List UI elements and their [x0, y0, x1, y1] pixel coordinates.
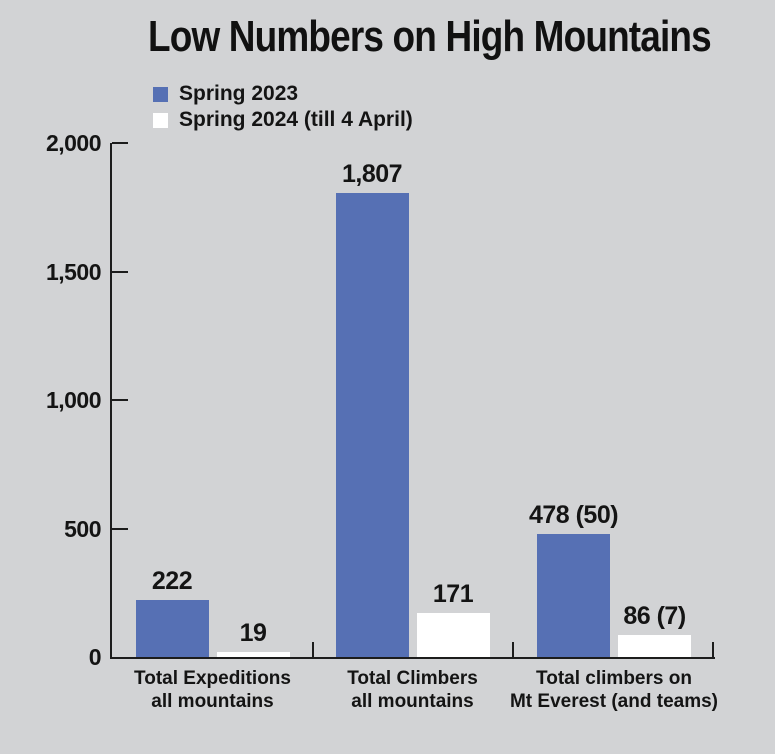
y-axis-tick-label: 1,500	[45, 258, 102, 285]
x-axis-tick	[712, 642, 714, 657]
bar-value-label: 19	[239, 619, 267, 647]
x-axis-tick	[512, 642, 514, 657]
category-label-2: Total climbers on Mt Everest (and teams)	[494, 667, 734, 713]
bar-value-label: 1,807	[341, 160, 403, 188]
category-label-line: Mt Everest (and teams)	[509, 691, 718, 712]
legend-item-spring-2023: Spring 2023	[153, 81, 413, 107]
category-label-0: Total Expeditions all mountains	[93, 667, 333, 713]
bar-spring-2023-0	[135, 600, 209, 657]
category-label-line: Total Expeditions	[134, 668, 291, 689]
bar-value-label: 171	[432, 580, 474, 608]
y-axis-tick-label: 1,000	[45, 387, 102, 413]
y-axis-line	[110, 143, 112, 659]
legend-swatch-spring-2023	[153, 86, 168, 102]
bar-spring-2023-1	[335, 193, 409, 657]
bar-spring-2024-2	[618, 635, 691, 657]
legend-label-spring-2023: Spring 2023	[179, 82, 299, 105]
legend-label-spring-2024: Spring 2024 (till 4 April)	[179, 108, 413, 131]
bar-value-label: 478 (50)	[528, 501, 619, 529]
bar-value-label: 86 (7)	[623, 602, 686, 630]
bar-spring-2024-1	[416, 613, 490, 657]
bar-value-label: 222	[151, 567, 193, 595]
y-axis-tick-label: 2,000	[45, 130, 102, 156]
bar-spring-2024-0	[216, 652, 290, 657]
category-label-line: all mountains	[151, 691, 274, 712]
y-axis-tick	[112, 527, 128, 530]
category-label-line: Total Climbers	[347, 668, 478, 689]
legend: Spring 2023 Spring 2024 (till 4 April)	[153, 81, 413, 133]
y-axis-tick	[112, 399, 128, 401]
y-axis-tick	[112, 142, 128, 144]
category-label-line: all mountains	[351, 691, 474, 712]
x-axis-tick	[311, 642, 314, 657]
category-label-line: Total climbers on	[536, 668, 692, 689]
y-axis-tick	[112, 270, 128, 273]
x-axis-line	[110, 657, 715, 659]
y-axis-tick-label: 500	[64, 515, 101, 542]
category-label-1: Total Climbers all mountains	[293, 667, 533, 713]
chart-title: Low Numbers on High Mountains	[148, 12, 712, 61]
legend-swatch-spring-2024	[153, 112, 168, 128]
legend-item-spring-2024: Spring 2024 (till 4 April)	[153, 107, 413, 133]
bar-spring-2023-2	[537, 534, 610, 657]
y-axis-tick-label: 0	[88, 644, 102, 670]
